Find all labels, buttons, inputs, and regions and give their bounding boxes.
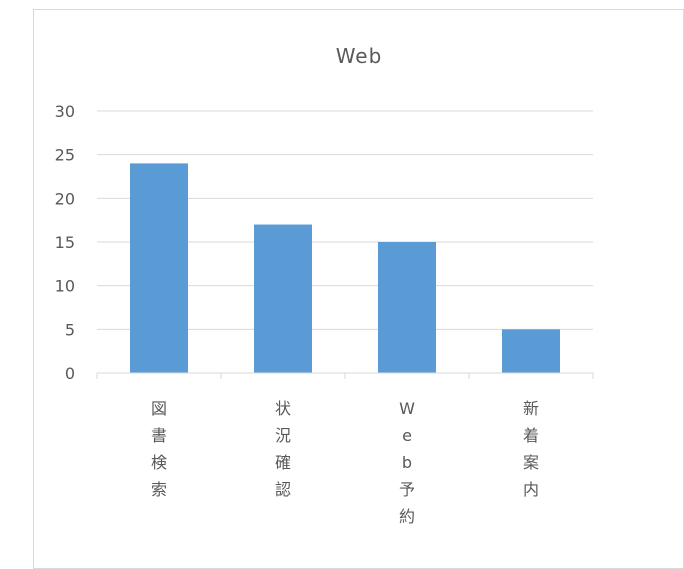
y-tick-label: 30 xyxy=(55,102,75,121)
chart-title: Web xyxy=(336,44,383,68)
y-axis-tick-labels: 0 5 10 15 20 25 30 xyxy=(55,102,75,383)
y-tick-label: 10 xyxy=(55,277,75,296)
y-tick-label: 0 xyxy=(65,364,75,383)
bar xyxy=(502,329,560,373)
x-tick-label: 図書検索 xyxy=(151,399,167,499)
y-tick-label: 25 xyxy=(55,146,75,165)
bar xyxy=(254,224,312,373)
x-tick-label: 新着案内 xyxy=(523,399,539,499)
y-tick-label: 20 xyxy=(55,189,75,208)
bars xyxy=(130,163,560,373)
x-tick-label: 状況確認 xyxy=(275,399,291,499)
x-axis xyxy=(96,372,594,379)
x-axis-category-labels: 図書検索 状況確認 W e b 予約 新着案内 xyxy=(151,399,539,526)
bar xyxy=(130,163,188,373)
y-tick-label: 5 xyxy=(65,320,75,339)
bar xyxy=(378,242,436,373)
y-tick-label: 15 xyxy=(55,233,75,252)
